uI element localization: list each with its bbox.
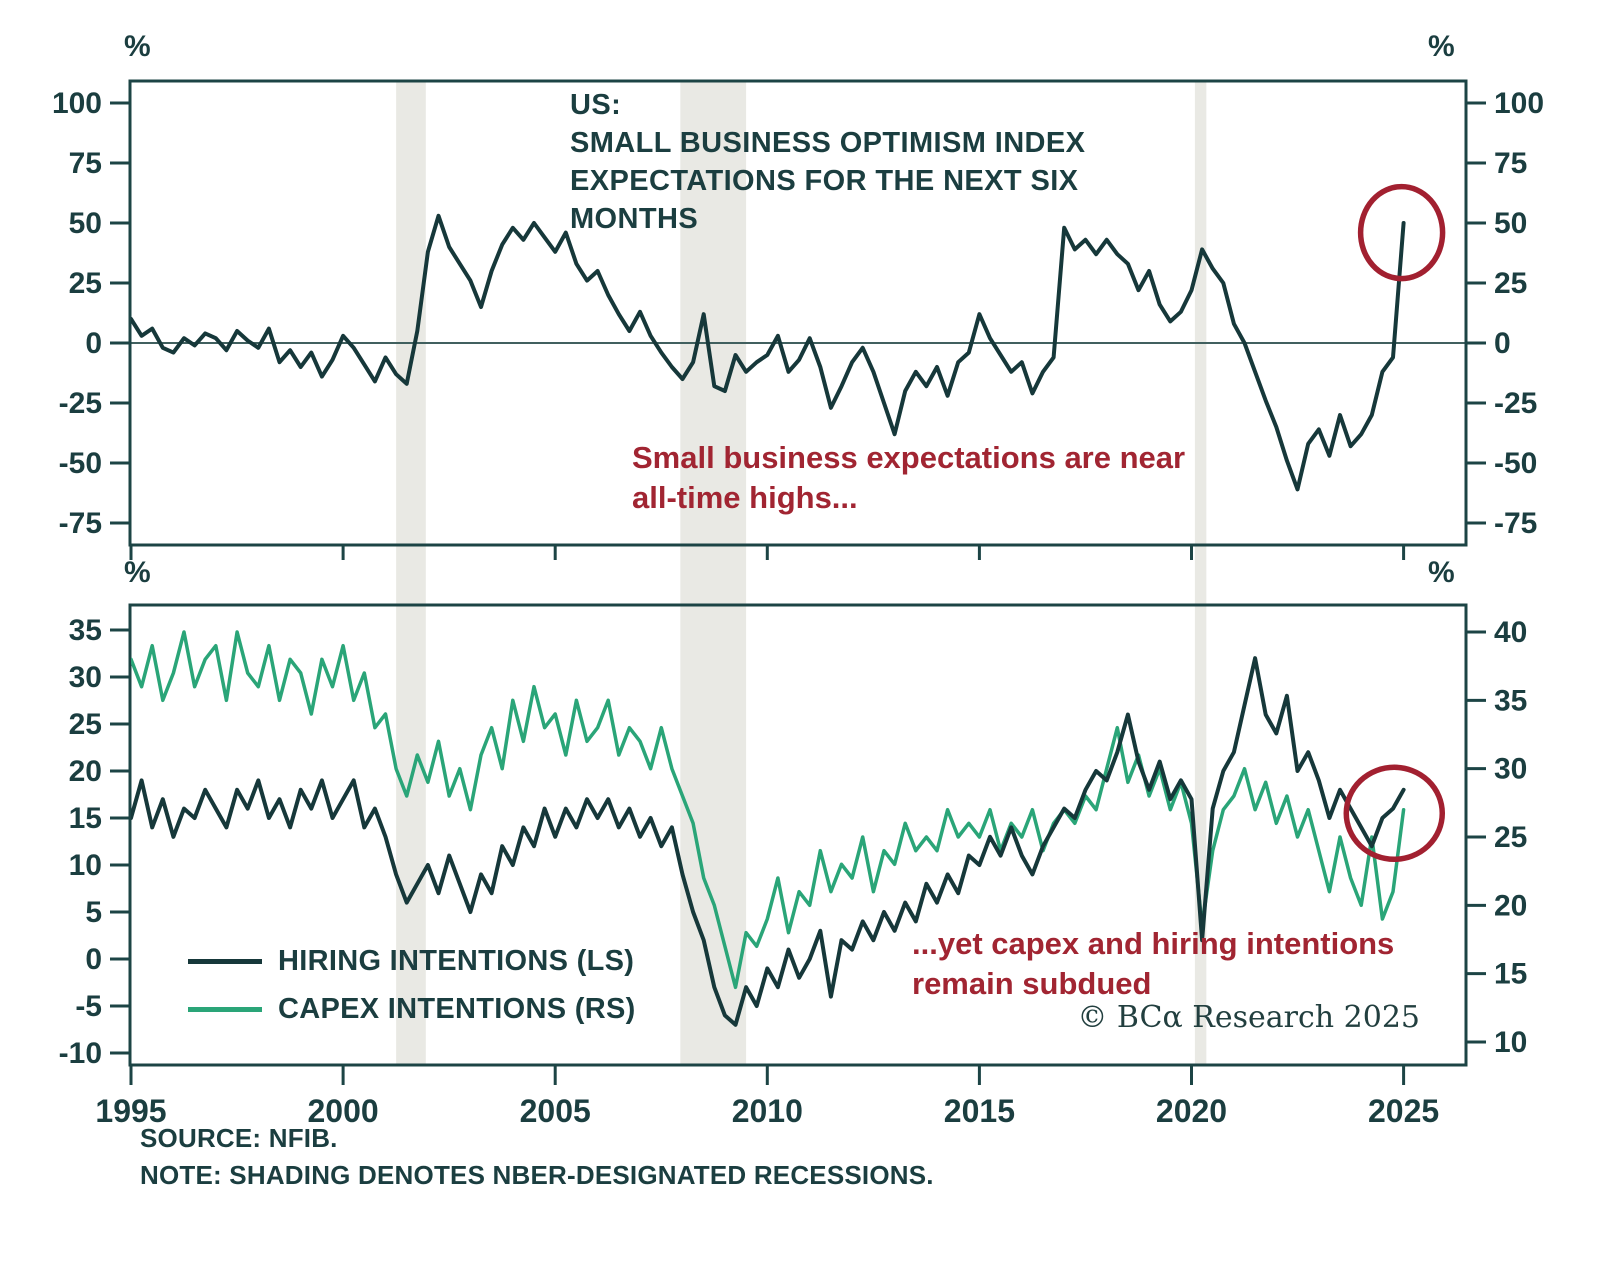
bottom-panel-highlight-circle xyxy=(1343,764,1446,863)
chart-title-line-3: EXPECTATIONS FOR THE NEXT SIX xyxy=(570,165,1079,197)
bottom-panel-left-tick-label: -5 xyxy=(75,990,102,1023)
top-panel-left-unit-label: % xyxy=(124,30,151,63)
bottom-panel-frame xyxy=(128,603,1468,1067)
bottom-panel-right-tick-label: 10 xyxy=(1494,1026,1527,1059)
recession-shading-note: NOTE: SHADING DENOTES NBER-DESIGNATED RE… xyxy=(140,1160,934,1190)
top-panel-right-unit-label: % xyxy=(1428,30,1455,63)
top-panel-left-tick-label: 75 xyxy=(69,147,102,180)
optimism-expectations-line xyxy=(131,213,1406,492)
legend-item-capex: CAPEX INTENTIONS (RS) xyxy=(188,992,636,1025)
top-panel-frame xyxy=(128,79,1468,547)
source-note: SOURCE: NFIB. xyxy=(140,1123,338,1153)
top-panel-right-tick-label: 100 xyxy=(1494,87,1544,120)
bottom-panel-left-tick-label: 10 xyxy=(69,849,102,882)
top-panel-left-tick-label: -75 xyxy=(59,507,102,540)
bottom-panel-right-tick-label: 20 xyxy=(1494,889,1527,922)
x-axis-year-label: 2025 xyxy=(1368,1093,1439,1129)
top-panel-left-tick-label: -50 xyxy=(59,447,102,480)
footer-notes: SOURCE: NFIB. NOTE: SHADING DENOTES NBER… xyxy=(140,1120,934,1194)
bottom-panel-left-tick-label: 30 xyxy=(69,661,102,694)
top-panel-right-tick-label: -75 xyxy=(1494,507,1537,540)
copyright-watermark: © BCα Research 2025 xyxy=(1077,1000,1420,1035)
bottom-panel-left-tick-label: 25 xyxy=(69,708,102,741)
top-panel-right-tick-label: -50 xyxy=(1494,447,1537,480)
bottom-panel-left-unit-label: % xyxy=(124,556,151,589)
bottom-panel-right-tick-label: 35 xyxy=(1494,684,1527,717)
bottom-panel-right-unit-label: % xyxy=(1428,556,1455,589)
top-panel-right-tick-label: 25 xyxy=(1494,267,1527,300)
top-panel-left-tick-label: -25 xyxy=(59,387,102,420)
x-axis-year-label: 2010 xyxy=(732,1093,803,1129)
hiring-line-swatch xyxy=(188,958,262,964)
top-annotation-line-1: Small business expectations are near xyxy=(632,440,1186,475)
top-panel-right-tick-label: -25 xyxy=(1494,387,1537,420)
recession-band-0 xyxy=(396,81,426,1065)
bottom-panel-left-tick-label: 5 xyxy=(85,896,102,929)
bottom-panel-right-tick-label: 40 xyxy=(1494,616,1527,649)
bottom-panel-left-tick-label: 0 xyxy=(85,943,102,976)
top-panel-left-tick-label: 50 xyxy=(69,207,102,240)
top-panel-annotation: Small business expectations are near all… xyxy=(632,438,1185,518)
top-panel-right-tick-label: 75 xyxy=(1494,147,1527,180)
chart-title-line-1: US: xyxy=(570,89,622,121)
bottom-annotation-line-2: remain subdued xyxy=(912,966,1152,1001)
bottom-panel-left-tick-label: 35 xyxy=(69,614,102,647)
x-axis-year-label: 1995 xyxy=(95,1093,166,1129)
top-panel-left-tick-label: 25 xyxy=(69,267,102,300)
chart-title: US: SMALL BUSINESS OPTIMISM INDEX EXPECT… xyxy=(570,86,1150,238)
top-panel-left-tick-label: 100 xyxy=(52,87,102,120)
top-panel-right-tick-label: 0 xyxy=(1494,327,1511,360)
x-axis-year-label: 2015 xyxy=(944,1093,1015,1129)
chart-title-line-2: SMALL BUSINESS OPTIMISM INDEX xyxy=(570,127,1086,159)
legend: HIRING INTENTIONS (LS) CAPEX INTENTIONS … xyxy=(188,944,636,1025)
x-axis-year-label: 2000 xyxy=(308,1093,379,1129)
recession-band-2 xyxy=(1194,81,1207,1065)
top-panel-highlight-circle xyxy=(1357,183,1446,282)
hiring-legend-label: HIRING INTENTIONS (LS) xyxy=(278,944,635,977)
capex-legend-label: CAPEX INTENTIONS (RS) xyxy=(278,992,636,1025)
top-panel-left-tick-label: 0 xyxy=(85,327,102,360)
x-axis-year-label: 2020 xyxy=(1156,1093,1227,1129)
bottom-panel-right-tick-label: 30 xyxy=(1494,753,1527,786)
hiring-intentions-line xyxy=(131,656,1406,1027)
capex-line-swatch xyxy=(188,1006,262,1012)
top-panel-right-tick-label: 50 xyxy=(1494,207,1527,240)
top-annotation-line-2: all-time highs... xyxy=(632,480,858,515)
bottom-panel-annotation: ...yet capex and hiring intentions remai… xyxy=(912,924,1394,1004)
x-axis-year-label: 2005 xyxy=(520,1093,591,1129)
legend-item-hiring: HIRING INTENTIONS (LS) xyxy=(188,944,636,977)
bottom-panel-left-tick-label: -10 xyxy=(59,1037,102,1070)
bottom-panel-left-tick-label: 20 xyxy=(69,755,102,788)
bottom-panel-right-tick-label: 25 xyxy=(1494,821,1527,854)
bottom-panel-left-tick-label: 15 xyxy=(69,802,102,835)
chart-title-line-4: MONTHS xyxy=(570,203,699,235)
bottom-panel-right-tick-label: 15 xyxy=(1494,958,1527,991)
bottom-annotation-line-1: ...yet capex and hiring intentions xyxy=(912,926,1395,961)
